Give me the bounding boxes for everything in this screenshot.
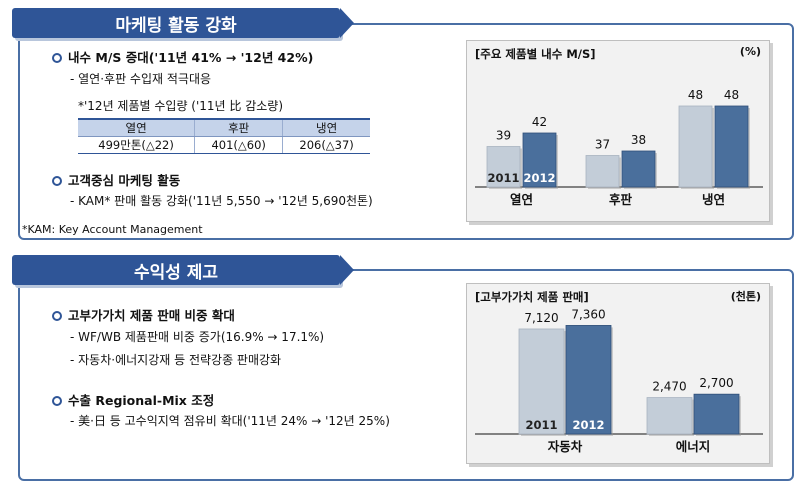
data-label: 39: [496, 129, 511, 143]
wfwb-text: - WF/WB 제품판매 비중 증가(16.9% → 17.1%): [70, 330, 325, 344]
high-value-text: 고부가가치 제품 판매 비중 확대: [68, 308, 235, 323]
domestic-ms-chart: [주요 제품별 내수 M/S] (%) 39 2011 42 2012 열연 37 38 후판…: [466, 40, 770, 222]
bar-2012: [714, 105, 749, 188]
bar-2011: [585, 155, 620, 188]
bullet-circle-icon: [52, 53, 62, 63]
chart-unit: (%): [739, 45, 761, 58]
profitability-header-text: 수익성 제고: [133, 262, 219, 283]
category-label: 열연: [510, 192, 533, 207]
data-label: 37: [595, 138, 610, 152]
export-mix-bullet: 수출 Regional-Mix 조정: [52, 390, 214, 409]
category-label: 에너지: [676, 439, 711, 454]
kam-text: - KAM* 판매 활동 강화('11년 5,550 → '12년 5,690천…: [70, 194, 373, 208]
series-label: 2012: [572, 418, 604, 432]
bar-2012: [693, 393, 740, 435]
chart-title: [고부가가치 제품 판매]: [475, 290, 589, 304]
customer-marketing-bullet: 고객중심 마케팅 활동: [52, 170, 180, 189]
high-value-chart: [고부가가치 제품 판매] (천톤) 7,120 2011 7,360 2012 자동차…: [466, 283, 770, 464]
category-label: 후판: [609, 192, 633, 207]
series-label: 2011: [487, 171, 519, 185]
import-response-text: - 열연·후판 수입재 적극대응: [70, 72, 212, 86]
import-table-row: 499만톤(△22) 401(△60) 206(△37): [78, 136, 370, 154]
series-label: 2012: [523, 171, 555, 185]
import-table-cell: 401(△60): [194, 136, 283, 154]
series-label: 2011: [525, 418, 557, 432]
customer-marketing-text: 고객중심 마케팅 활동: [68, 173, 181, 188]
import-note: *'12년 제품별 수입량 ('11년 比 감소량): [78, 99, 284, 113]
bar-2012: [522, 132, 557, 188]
data-label: 48: [724, 88, 739, 102]
import-table: 열연 후판 냉연 499만톤(△22) 401(△60) 206(△37): [78, 118, 370, 154]
bar-2011: [678, 105, 713, 188]
domestic-ms-bars: 39 2011 42 2012 열연 37 38 후판 48 48 냉연: [475, 88, 763, 207]
import-table-header: 열연: [78, 118, 195, 137]
category-label: 냉연: [702, 192, 725, 207]
high-value-bullet: 고부가가치 제품 판매 비중 확대: [52, 305, 235, 324]
bullet-circle-icon: [52, 396, 62, 406]
profitability-header: 수익성 제고: [12, 255, 354, 285]
strategic-steel-text: - 자동차·에너지강재 등 전략강종 판매강화: [70, 353, 282, 367]
import-table-header: 냉연: [282, 118, 370, 137]
import-table-header: 후판: [194, 118, 283, 137]
data-label: 2,700: [699, 376, 733, 390]
bar-2012: [565, 325, 612, 435]
marketing-header-text: 마케팅 활동 강화: [115, 15, 237, 36]
bar-2011: [646, 397, 693, 435]
export-region-text: - 美·日 등 고수익지역 점유비 확대('11년 24% → '12년 25%…: [70, 414, 390, 428]
high-value-bars: 7,120 2011 7,360 2012 자동차 2,470 2,700 에너지: [475, 307, 763, 454]
import-table-header-row: 열연 후판 냉연: [78, 118, 370, 137]
chart-unit: (천톤): [730, 290, 761, 303]
bullet-circle-icon: [52, 311, 62, 321]
data-label: 42: [532, 115, 547, 129]
bar-2012: [621, 150, 656, 188]
import-table-cell: 206(△37): [282, 136, 370, 154]
domestic-ms-text: 내수 M/S 증대('11년 41% → '12년 42%): [68, 50, 314, 65]
chart-title: [주요 제품별 내수 M/S]: [475, 47, 596, 61]
kam-footnote: *KAM: Key Account Management: [22, 223, 203, 236]
data-label: 7,360: [571, 307, 605, 321]
bar-2011: [518, 328, 565, 435]
bullet-circle-icon: [52, 176, 62, 186]
category-label: 자동차: [548, 439, 583, 454]
export-mix-text: 수출 Regional-Mix 조정: [68, 393, 215, 408]
data-label: 48: [688, 88, 703, 102]
data-label: 7,120: [524, 311, 558, 325]
data-label: 38: [631, 133, 646, 147]
marketing-header: 마케팅 활동 강화: [12, 8, 354, 38]
domestic-ms-bullet: 내수 M/S 증대('11년 41% → '12년 42%): [52, 47, 313, 66]
data-label: 2,470: [652, 380, 686, 394]
import-table-cell: 499만톤(△22): [78, 136, 195, 154]
bar-2011: [486, 146, 521, 188]
